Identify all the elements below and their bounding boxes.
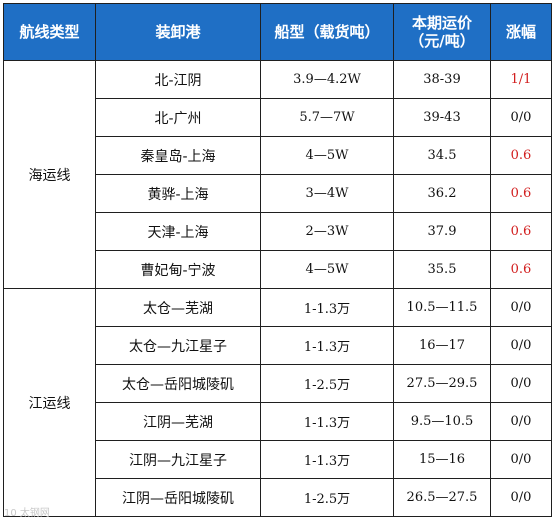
ship-type-cell: 1-1.3万 bbox=[260, 440, 394, 479]
header-freight: 本期运价 （元/吨） bbox=[393, 3, 491, 61]
port-cell: 曹妃甸-宁波 bbox=[95, 250, 261, 289]
route-category-cell: 海运线 bbox=[3, 60, 96, 289]
change-cell: 0/0 bbox=[490, 98, 552, 137]
watermark: 10 太钢网 bbox=[4, 508, 50, 519]
change-cell: 1/1 bbox=[490, 60, 552, 99]
freight-cell: 39-43 bbox=[393, 98, 491, 137]
table-body: 海运线 北-江阴 3.9—4.2W 38-39 1/1 北-广州 5.7—7W 39-43 0/… bbox=[3, 60, 552, 517]
table-row: 江阴—岳阳城陵矶 1-2.5万 26.5—27.5 0/0 bbox=[4, 478, 552, 517]
table-row: 太仓—九江星子 1-1.3万 16—17 0/0 bbox=[4, 326, 552, 365]
table-row: 太仓—岳阳城陵矶 1-2.5万 27.5—29.5 0/0 bbox=[4, 364, 552, 403]
ship-type-cell: 2—3W bbox=[260, 212, 394, 251]
header-route-type: 航线类型 bbox=[3, 3, 96, 61]
ship-type-cell: 1-1.3万 bbox=[260, 288, 394, 327]
ship-type-cell: 1-1.3万 bbox=[260, 402, 394, 441]
change-cell: 0/0 bbox=[490, 326, 552, 365]
freight-rate-table: 航线类型 装卸港 船型（载货吨） 本期运价 （元/吨） 涨幅 海运线 北-江阴 3.… bbox=[3, 3, 552, 517]
header-freight-line1: 本期运价 bbox=[411, 14, 472, 32]
freight-cell: 26.5—27.5 bbox=[393, 478, 491, 517]
change-cell: 0/0 bbox=[490, 478, 552, 517]
ship-type-cell: 3.9—4.2W bbox=[260, 60, 394, 99]
change-cell: 0.6 bbox=[490, 136, 552, 175]
change-cell: 0.6 bbox=[490, 212, 552, 251]
change-cell: 0/0 bbox=[490, 440, 552, 479]
ship-type-cell: 1-2.5万 bbox=[260, 364, 394, 403]
freight-cell: 9.5—10.5 bbox=[393, 402, 491, 441]
header-row: 航线类型 装卸港 船型（载货吨） 本期运价 （元/吨） 涨幅 bbox=[3, 3, 552, 61]
freight-cell: 15—16 bbox=[393, 440, 491, 479]
freight-cell: 35.5 bbox=[393, 250, 491, 289]
port-cell: 秦皇岛-上海 bbox=[95, 136, 261, 175]
freight-cell: 38-39 bbox=[393, 60, 491, 99]
port-cell: 太仓—九江星子 bbox=[95, 326, 261, 365]
ship-type-cell: 5.7—7W bbox=[260, 98, 394, 137]
freight-cell: 16—17 bbox=[393, 326, 491, 365]
ship-type-cell: 4—5W bbox=[260, 136, 394, 175]
freight-cell: 36.2 bbox=[393, 174, 491, 213]
ship-type-cell: 1-2.5万 bbox=[260, 478, 394, 517]
ship-type-cell: 4—5W bbox=[260, 250, 394, 289]
table-row: 海运线 北-江阴 3.9—4.2W 38-39 1/1 bbox=[3, 60, 552, 289]
freight-cell: 27.5—29.5 bbox=[393, 364, 491, 403]
change-cell: 0/0 bbox=[490, 402, 552, 441]
port-cell: 天津-上海 bbox=[95, 212, 261, 251]
change-cell: 0.6 bbox=[490, 174, 552, 213]
table-row: 曹妃甸-宁波 4—5W 35.5 0.6 bbox=[4, 250, 552, 289]
port-cell: 北-广州 bbox=[95, 98, 261, 137]
change-cell: 0.6 bbox=[490, 250, 552, 289]
port-cell: 黄骅-上海 bbox=[95, 174, 261, 213]
table-row: 江阴—芜湖 1-1.3万 9.5—10.5 0/0 bbox=[4, 402, 552, 441]
header-ship-type: 船型（载货吨） bbox=[260, 3, 394, 61]
freight-cell: 10.5—11.5 bbox=[393, 288, 491, 327]
change-cell: 0/0 bbox=[490, 364, 552, 403]
table-row: 北-广州 5.7—7W 39-43 0/0 bbox=[4, 98, 552, 137]
port-cell: 太仓—芜湖 bbox=[95, 288, 261, 327]
table-row: 江运线 太仓—芜湖 1-1.3万 10.5—11.5 0/0 bbox=[3, 288, 552, 517]
port-cell: 太仓—岳阳城陵矶 bbox=[95, 364, 261, 403]
port-cell: 江阴—岳阳城陵矶 bbox=[95, 478, 261, 517]
header-change: 涨幅 bbox=[490, 3, 552, 61]
header-freight-line2: （元/吨） bbox=[409, 32, 475, 50]
port-cell: 江阴—九江星子 bbox=[95, 440, 261, 479]
header-port: 装卸港 bbox=[95, 3, 261, 61]
table-row: 秦皇岛-上海 4—5W 34.5 0.6 bbox=[4, 136, 552, 175]
freight-cell: 34.5 bbox=[393, 136, 491, 175]
table-row: 天津-上海 2—3W 37.9 0.6 bbox=[4, 212, 552, 251]
freight-cell: 37.9 bbox=[393, 212, 491, 251]
ship-type-cell: 1-1.3万 bbox=[260, 326, 394, 365]
table-row: 黄骅-上海 3—4W 36.2 0.6 bbox=[4, 174, 552, 213]
ship-type-cell: 3—4W bbox=[260, 174, 394, 213]
port-cell: 北-江阴 bbox=[95, 60, 261, 99]
change-cell: 0/0 bbox=[490, 288, 552, 327]
route-category-cell: 江运线 bbox=[3, 288, 96, 517]
port-cell: 江阴—芜湖 bbox=[95, 402, 261, 441]
